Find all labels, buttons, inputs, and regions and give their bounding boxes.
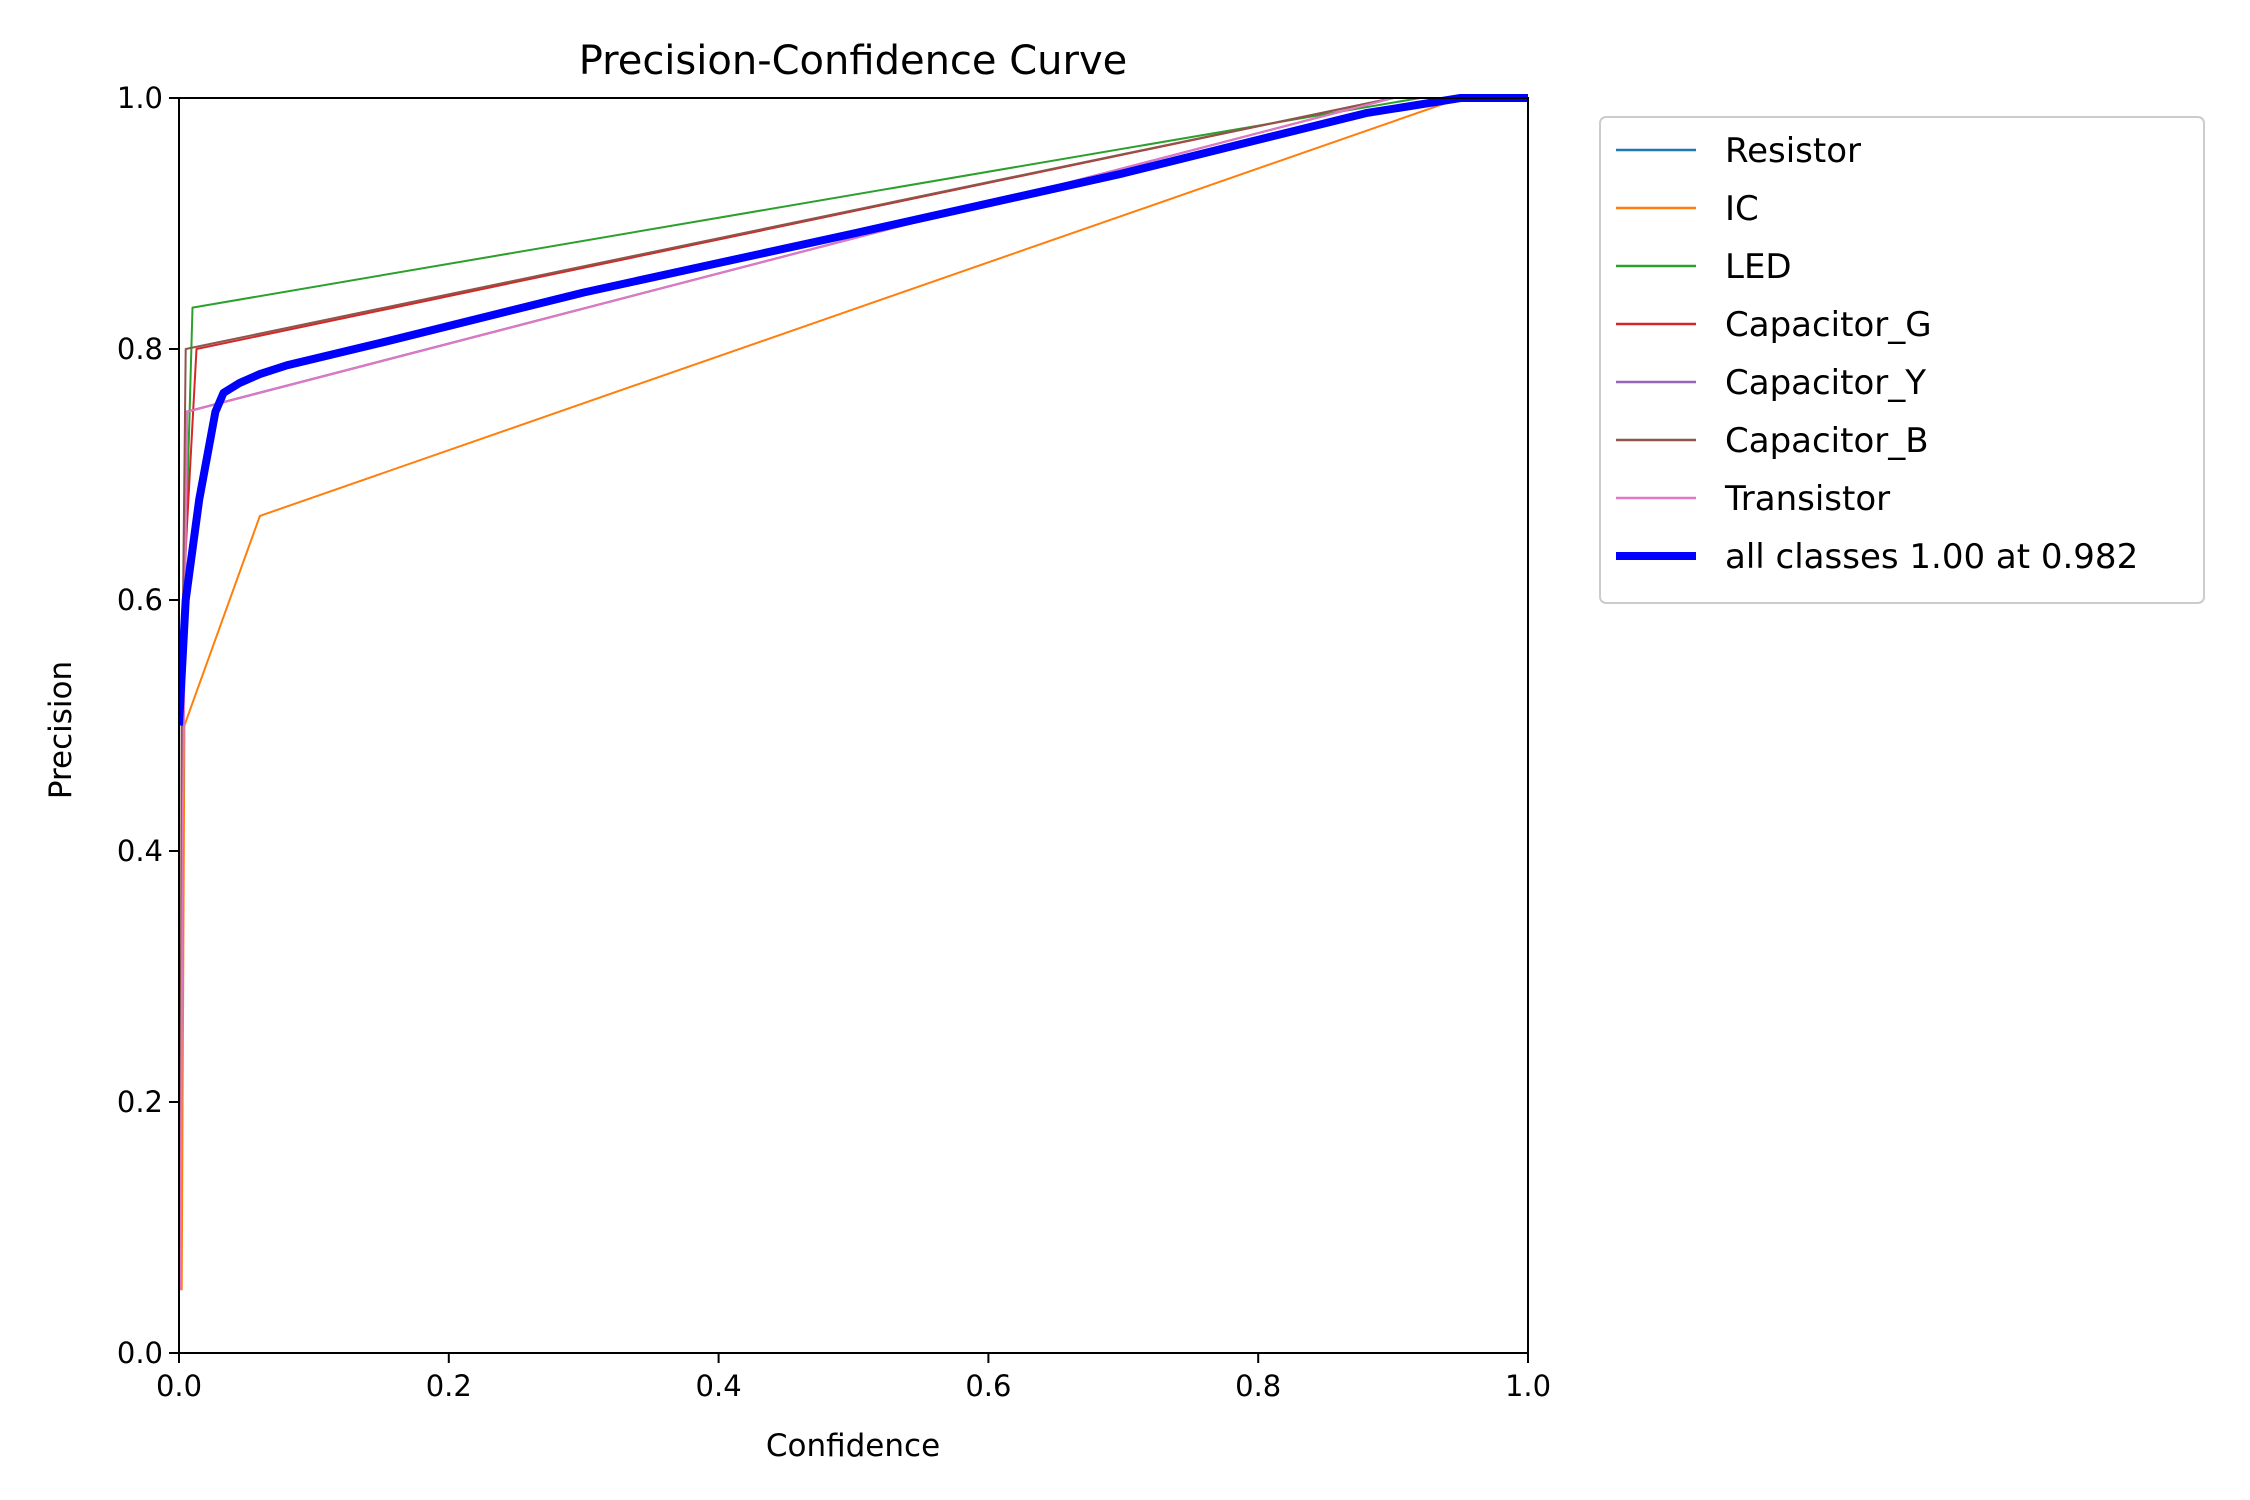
axes-layer: 0.0 0.2 0.4 0.6 0.8 1.0 0.0 0.2 0.4 0.6 0.8 1.0 [117, 81, 1551, 1403]
legend: Resistor IC LED Capacitor_G Capacitor_Y Capac… [1599, 116, 2205, 604]
y-tick-label: 0.6 [117, 583, 163, 617]
y-tick-label: 0.8 [117, 332, 163, 366]
legend-label: all classes 1.00 at 0.982 [1725, 537, 2138, 577]
y-tick-label: 0.2 [117, 1085, 163, 1119]
plot-area [179, 98, 1528, 1353]
y-tick-label: 0.0 [117, 1336, 163, 1370]
x-tick-label: 0.2 [426, 1369, 472, 1403]
legend-label: Resistor [1725, 131, 1861, 171]
y-axis-title: Precision [43, 661, 79, 799]
legend-label: Capacitor_G [1725, 305, 1932, 345]
y-tick-label: 1.0 [117, 81, 163, 115]
x-axis-title: Confidence [766, 1428, 940, 1464]
series-line-7 [179, 94, 1528, 726]
x-tick-label: 0.4 [696, 1369, 742, 1403]
x-tick-label: 0.8 [1235, 1369, 1281, 1403]
legend-label: Transistor [1724, 479, 1890, 519]
series-layer [179, 94, 1528, 1291]
legend-label: LED [1725, 247, 1792, 287]
legend-label: IC [1725, 189, 1759, 229]
plot-background [179, 98, 1528, 1353]
axes-frame [178, 97, 1529, 1354]
legend-label: Capacitor_B [1725, 421, 1929, 461]
y-tick-label: 0.4 [117, 834, 163, 868]
x-tick-label: 0.6 [965, 1369, 1011, 1403]
x-tick-label: 0.0 [156, 1369, 202, 1403]
chart-title: Precision-Confidence Curve [579, 38, 1128, 84]
legend-label: Capacitor_Y [1725, 363, 1926, 403]
legend-box [1599, 116, 2205, 604]
x-tick-label: 1.0 [1505, 1369, 1551, 1403]
